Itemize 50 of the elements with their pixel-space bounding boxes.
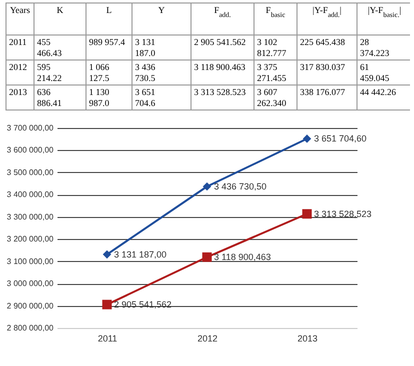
y-tick-label: 3 500 000,00 <box>6 168 54 177</box>
text: 3 375 271.455 <box>257 62 287 83</box>
y-tick-label: 3 300 000,00 <box>6 212 54 222</box>
text: K <box>56 5 64 15</box>
text: 595 214.22 <box>37 62 62 83</box>
data-label: 3 436 730,50 <box>214 182 267 192</box>
text: |Y-F$_{basic.}$| <box>368 5 402 19</box>
x-tick-label: 2011 <box>98 334 118 344</box>
y-tick-label: 3 100 000,00 <box>6 256 54 266</box>
text: 989 957.4 <box>89 37 126 47</box>
text: Y <box>158 5 166 15</box>
text: 2012 <box>9 62 27 72</box>
y-tick-label: 3 200 000,00 <box>6 234 54 244</box>
text: 1 066 127.5 <box>89 62 110 83</box>
data-label: 3 131 187,00 <box>114 249 167 260</box>
x-tick-label: 2012 <box>197 334 218 344</box>
y-tick-label: 2 800 000,00 <box>6 324 54 332</box>
data-label: 3 651 704,60 <box>314 134 367 144</box>
text: 3 651 704.6 <box>135 87 156 108</box>
text: |Y-F$_{add.}$| <box>312 5 342 19</box>
text: 1 130 987.0 <box>89 87 110 108</box>
text: 44 442.26 <box>360 87 396 97</box>
text: F$_{add.}$ <box>214 5 232 19</box>
text: L <box>106 5 112 15</box>
y-tick-label: 3 600 000,00 <box>6 146 54 155</box>
text: 3 313 528.523 <box>194 87 246 97</box>
text: 3 436 730.5 <box>135 62 156 83</box>
text: Years <box>10 5 31 15</box>
text: 3 118 900.463 <box>194 62 246 72</box>
text: 61 459.045 <box>360 62 390 83</box>
text: 2 905 541.562 <box>194 37 246 47</box>
y-tick-label: 3 400 000,00 <box>6 190 54 200</box>
y-tick-label: 2 900 000,00 <box>6 301 54 310</box>
text: 28 374.223 <box>360 37 390 58</box>
text: 3 131 187.0 <box>135 37 156 58</box>
y-tick-label: 3 000 000,00 <box>6 279 54 288</box>
y-tick-label: 3 700 000,00 <box>6 124 54 132</box>
text: 636 886.41 <box>37 87 62 108</box>
text: 3 102 812.777 <box>257 37 287 58</box>
text: 338 176.077 <box>300 87 346 97</box>
text: F$_{basic}$ <box>266 5 286 19</box>
data-label: 3 118 900,463 <box>214 252 271 262</box>
text: 455 466.43 <box>37 37 62 58</box>
text: 2011 <box>9 37 27 47</box>
x-tick-label: 2013 <box>297 334 318 344</box>
text: 317 830.037 <box>300 62 346 72</box>
text: 225 645.438 <box>300 37 346 47</box>
text: 2013 <box>9 87 28 97</box>
data-label: 3 313 528,523 <box>314 208 372 219</box>
text: 3 607 262.340 <box>257 87 287 108</box>
